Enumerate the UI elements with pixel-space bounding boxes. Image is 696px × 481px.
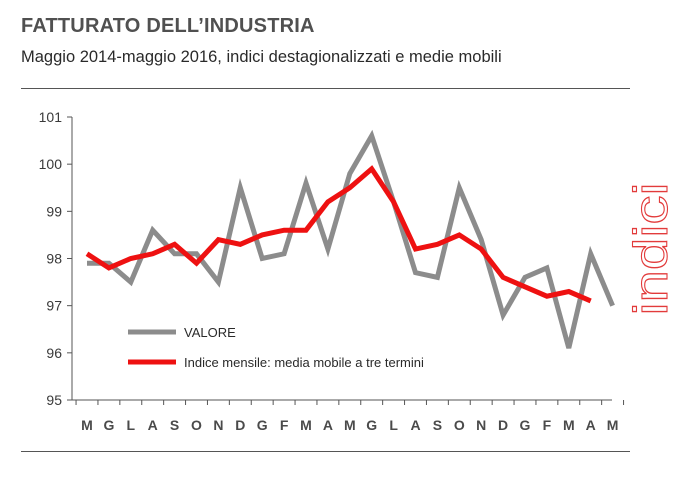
x-tick-label: N bbox=[213, 417, 223, 433]
y-tick-label: 99 bbox=[46, 203, 62, 219]
chart-subtitle: Maggio 2014-maggio 2016, indici destagio… bbox=[21, 48, 502, 66]
y-tick-label: 96 bbox=[46, 345, 62, 361]
x-tick-label: M bbox=[607, 417, 619, 433]
series-lines bbox=[85, 129, 615, 349]
x-tick-label: M bbox=[344, 417, 356, 433]
x-tick-label: M bbox=[81, 417, 93, 433]
legend-label: Indice mensile: media mobile a tre termi… bbox=[184, 355, 424, 370]
x-tick-label: N bbox=[476, 417, 486, 433]
y-tick-label: 101 bbox=[39, 109, 63, 125]
y-axis-side-label: indici bbox=[629, 182, 679, 317]
x-tick-label: S bbox=[170, 417, 179, 433]
x-tick-label: F bbox=[280, 417, 289, 433]
x-tick-label: A bbox=[323, 417, 333, 433]
x-tick-label: O bbox=[191, 417, 202, 433]
x-tick-label: O bbox=[454, 417, 465, 433]
x-tick-label: L bbox=[127, 417, 136, 433]
x-tick-label: G bbox=[257, 417, 268, 433]
series-line-valore bbox=[87, 129, 615, 349]
x-tick-label: G bbox=[520, 417, 531, 433]
y-tick-labels: 95 96 97 98 99 100 101 bbox=[39, 109, 72, 408]
x-tick-label: S bbox=[433, 417, 442, 433]
chart-title: FATTURATO DELL’INDUSTRIA bbox=[21, 15, 315, 37]
x-tick-label: D bbox=[235, 417, 245, 433]
x-tick-label: L bbox=[389, 417, 398, 433]
y-tick-label: 97 bbox=[46, 298, 62, 314]
x-tick-label: A bbox=[410, 417, 420, 433]
series-line-media-mobile bbox=[85, 165, 592, 304]
side-label-text: indici bbox=[629, 183, 677, 316]
x-tick-label: A bbox=[148, 417, 158, 433]
top-divider bbox=[21, 88, 630, 89]
y-tick-label: 95 bbox=[46, 392, 62, 408]
x-tick-label: G bbox=[366, 417, 377, 433]
x-tick-label: M bbox=[563, 417, 575, 433]
bottom-divider bbox=[21, 451, 630, 452]
x-tick-label: D bbox=[498, 417, 508, 433]
x-tick-label: A bbox=[586, 417, 596, 433]
x-tick-label: G bbox=[103, 417, 114, 433]
legend: VALORE Indice mensile: media mobile a tre… bbox=[128, 325, 424, 370]
y-tick-label: 100 bbox=[39, 156, 63, 172]
legend-label: VALORE bbox=[184, 325, 236, 340]
x-tick-label: M bbox=[300, 417, 312, 433]
x-tick-label: F bbox=[543, 417, 552, 433]
y-tick-label: 98 bbox=[46, 251, 62, 267]
